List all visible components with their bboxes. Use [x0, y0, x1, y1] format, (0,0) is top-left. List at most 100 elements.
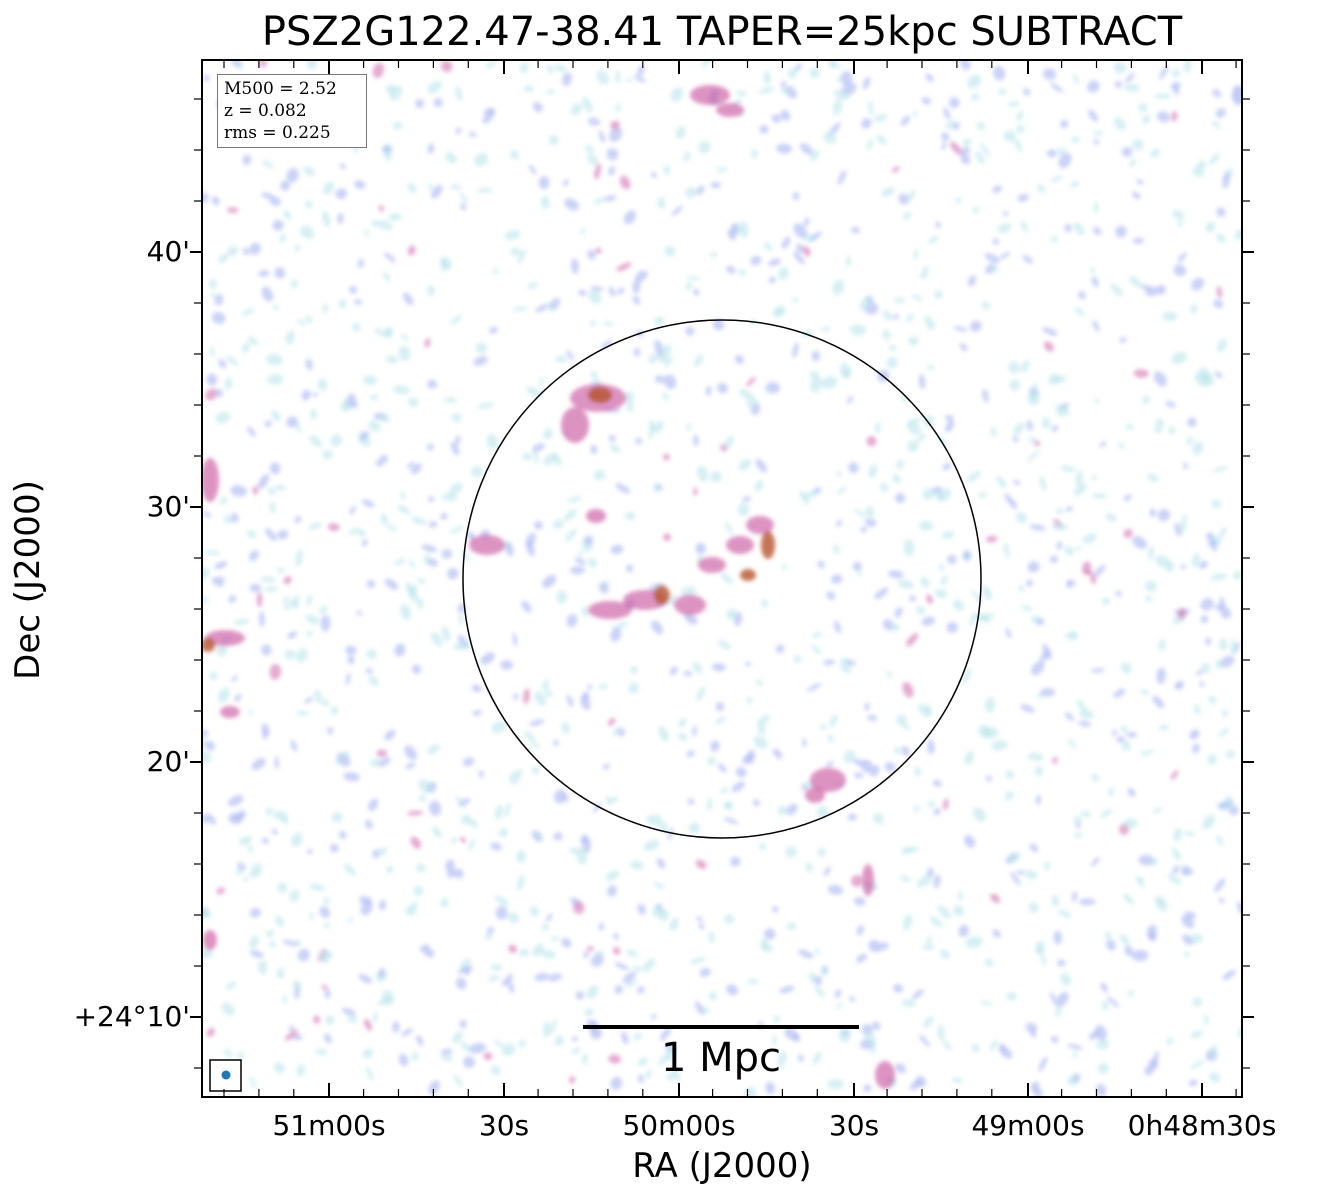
noise-speckle — [793, 655, 802, 663]
noise-speckle — [944, 427, 951, 432]
noise-speckle — [450, 837, 457, 844]
noise-speckle — [230, 485, 247, 497]
noise-speckle — [735, 767, 747, 778]
noise-speckle — [475, 342, 487, 354]
noise-speckle — [392, 1021, 400, 1033]
noise-speckle — [383, 271, 391, 282]
noise-speckle — [1148, 931, 1156, 942]
noise-speckle — [1064, 223, 1072, 233]
noise-speckle — [1190, 1030, 1203, 1039]
noise-speckle — [780, 80, 787, 88]
noise-speckle — [418, 779, 432, 794]
noise-speckle — [1165, 401, 1176, 408]
noise-speckle — [600, 339, 613, 349]
noise-speckle — [1004, 790, 1015, 801]
noise-speckle — [249, 242, 261, 255]
noise-speckle — [1067, 1076, 1080, 1086]
noise-speckle — [828, 61, 835, 69]
noise-speckle — [1138, 103, 1148, 113]
noise-speckle — [1168, 426, 1176, 435]
noise-speckle — [833, 89, 850, 100]
noise-speckle — [827, 885, 844, 895]
noise-speckle — [323, 896, 330, 906]
noise-speckle — [580, 694, 591, 711]
noise-speckle — [1174, 522, 1182, 537]
noise-speckle — [621, 1031, 629, 1045]
noise-speckle — [327, 726, 334, 735]
noise-speckle — [508, 944, 518, 954]
noise-speckle — [1117, 443, 1126, 448]
noise-speckle — [901, 846, 914, 854]
noise-speckle — [577, 289, 587, 297]
noise-speckle — [226, 245, 239, 257]
noise-speckle — [1037, 184, 1046, 193]
noise-speckle — [980, 1001, 993, 1006]
noise-speckle — [984, 253, 1000, 264]
noise-speckle — [901, 722, 911, 731]
noise-speckle — [942, 1039, 952, 1051]
noise-speckle — [1013, 422, 1025, 436]
noise-speckle — [827, 1078, 844, 1090]
noise-speckle — [753, 735, 768, 749]
noise-speckle — [859, 1039, 874, 1050]
noise-speckle — [218, 358, 227, 369]
noise-speckle — [324, 988, 331, 999]
noise-speckle — [892, 166, 900, 173]
noise-speckle — [378, 757, 391, 767]
noise-speckle — [428, 495, 435, 503]
noise-speckle — [1119, 934, 1130, 945]
emission-patch — [746, 516, 774, 534]
noise-speckle — [525, 532, 537, 547]
noise-speckle — [410, 836, 422, 849]
noise-speckle — [1211, 120, 1221, 129]
noise-speckle — [1092, 493, 1107, 499]
noise-speckle — [480, 652, 495, 665]
noise-speckle — [1071, 891, 1078, 903]
noise-speckle — [794, 1033, 800, 1042]
y-tick-label: 40' — [146, 235, 190, 268]
noise-speckle — [1071, 136, 1080, 143]
noise-speckle — [1010, 871, 1021, 886]
noise-speckle — [275, 484, 286, 491]
noise-speckle — [319, 605, 328, 615]
noise-speckle — [458, 614, 464, 626]
noise-speckle — [696, 916, 704, 922]
x-axis-label: RA (J2000) — [632, 1146, 812, 1186]
emission-patch — [588, 387, 612, 403]
noise-speckle — [529, 164, 536, 175]
noise-speckle — [712, 318, 725, 331]
noise-speckle — [1218, 897, 1225, 904]
noise-speckle — [796, 243, 804, 253]
noise-speckle — [471, 684, 482, 693]
noise-speckle — [242, 342, 250, 353]
noise-speckle — [1050, 1035, 1059, 1044]
noise-speckle — [777, 805, 788, 816]
noise-speckle — [906, 421, 921, 435]
noise-speckle — [573, 901, 585, 914]
noise-speckle — [400, 604, 412, 620]
noise-speckle — [1113, 688, 1126, 698]
noise-speckle — [1173, 828, 1183, 842]
noise-speckle — [394, 643, 406, 657]
noise-speckle — [671, 1066, 681, 1081]
noise-speckle — [808, 971, 817, 983]
emission-patch — [586, 509, 606, 523]
noise-speckle — [289, 889, 300, 903]
noise-speckle — [1101, 1000, 1109, 1011]
noise-speckle — [570, 566, 586, 575]
noise-speckle — [971, 1043, 980, 1053]
noise-speckle — [248, 336, 258, 346]
noise-speckle — [1106, 939, 1116, 951]
noise-speckle — [214, 293, 224, 306]
noise-speckle — [1127, 990, 1135, 997]
noise-speckle — [292, 939, 302, 947]
noise-speckle — [563, 509, 577, 521]
noise-speckle — [413, 886, 424, 896]
noise-speckle — [1035, 794, 1042, 805]
noise-speckle — [1123, 528, 1133, 539]
noise-speckle — [626, 78, 633, 83]
noise-speckle — [555, 355, 568, 363]
redshift-label: z = 0.082 — [224, 101, 307, 121]
noise-speckle — [410, 1052, 419, 1061]
noise-speckle — [972, 206, 979, 214]
